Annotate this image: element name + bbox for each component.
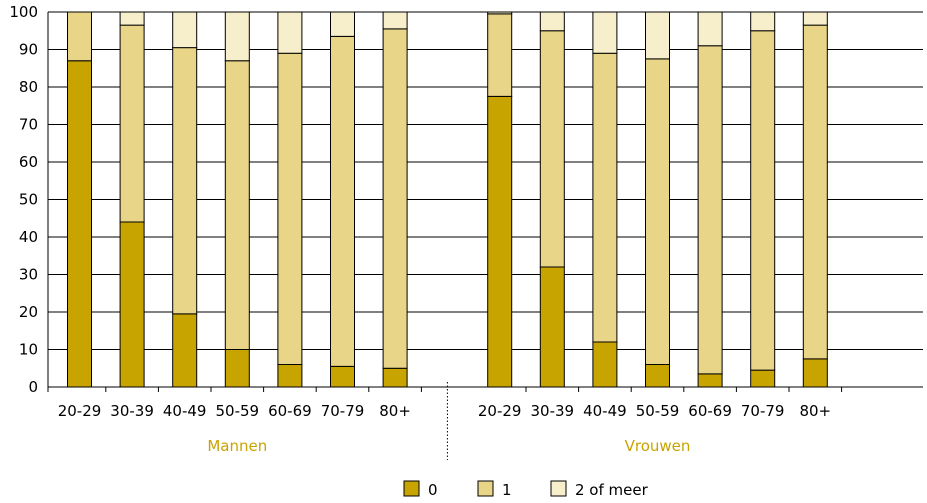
bar-segment-zero [697,373,723,388]
bar-segment-zero [592,341,618,388]
x-tick-label: 80+ [379,402,411,420]
legend-label: 2 of meer [575,481,649,499]
bar-segment-one [697,45,723,375]
bar-segment-zero [224,349,250,388]
bars [67,11,828,388]
bar-segment-two-or-more [645,11,670,60]
bar-segment-zero [119,221,145,388]
x-tick-label: 20-29 [58,402,102,420]
legend-swatch [550,480,567,497]
bar-segment-two-or-more [277,11,303,54]
legend-label: 1 [502,481,512,499]
bar-segment-one [277,52,303,365]
bar-segment-two-or-more [172,11,198,49]
bar-segment-two-or-more [487,11,513,15]
bar-segment-zero [539,266,565,388]
x-tick-label: 30-39 [531,402,575,420]
legend: 0 1 2 of meer [403,480,649,499]
x-tick-label: 30-39 [110,402,154,420]
bar-segment-one [802,24,828,360]
bar-segment-two-or-more [224,11,250,62]
y-tick-label: 70 [19,116,38,134]
y-tick-label: 20 [19,303,38,321]
x-tick-label: 50-59 [216,402,260,420]
group-label: Mannen [207,437,267,455]
bar-segment-one [67,11,92,62]
x-tick-label: 20-29 [478,402,522,420]
y-tick-label: 80 [19,78,38,96]
y-tick-label: 40 [19,228,38,246]
x-tick-label: 60-69 [688,402,732,420]
bar-segment-one [750,30,776,371]
group-label: Vrouwen [625,437,691,455]
y-tick-label: 30 [19,266,38,284]
x-tick-label: 40-49 [583,402,627,420]
x-tick-label: 70-79 [741,402,785,420]
bar-segment-zero [382,367,408,388]
y-tick-label: 60 [19,153,38,171]
legend-swatch [403,480,420,497]
bar-segment-two-or-more [119,11,145,26]
x-axis-tick-labels: 20-29 30-39 40-49 50-59 60-69 70-79 80+ 20-29 30… [58,402,831,420]
bar-segment-zero [487,95,513,388]
bar-segment-one [539,30,565,268]
bar-segment-one [330,35,355,367]
bar-segment-zero [172,313,198,388]
bar-segment-two-or-more [750,11,776,32]
bar-segment-zero [750,369,776,388]
y-tick-label: 10 [19,341,38,359]
bar-segment-one [487,13,513,97]
y-axis-tick-labels: 0 10 20 30 40 50 60 70 80 90 100 [9,3,38,396]
x-tick-label: 40-49 [163,402,207,420]
bar-segment-two-or-more [330,11,355,37]
x-tick-label: 50-59 [636,402,680,420]
x-tick-label: 80+ [799,402,831,420]
bar-segment-one [172,47,198,315]
bar-segment-two-or-more [592,11,618,54]
bar-segment-one [382,28,408,369]
bar-segment-two-or-more [802,11,828,26]
bar-segment-two-or-more [382,11,408,30]
bar-segment-zero [67,60,92,388]
x-tick-label: 70-79 [321,402,365,420]
bar-segment-one [645,58,670,365]
bar-segment-zero [330,365,355,388]
y-tick-label: 50 [19,191,38,209]
bar-segment-two-or-more [539,11,565,32]
bar-segment-one [592,52,618,343]
legend-label: 0 [428,481,438,499]
bar-segment-one [224,60,250,350]
y-tick-label: 90 [19,41,38,59]
y-tick-label: 100 [9,3,38,21]
bar-segment-zero [277,364,303,388]
bar-segment-zero [645,364,670,388]
y-tick-label: 0 [28,378,38,396]
group-labels: Mannen Vrouwen [207,437,690,455]
legend-swatch [477,480,494,497]
bar-segment-one [119,24,145,223]
bar-segment-zero [802,358,828,388]
bar-segment-two-or-more [697,11,723,47]
axes [47,12,923,460]
x-tick-label: 60-69 [268,402,312,420]
